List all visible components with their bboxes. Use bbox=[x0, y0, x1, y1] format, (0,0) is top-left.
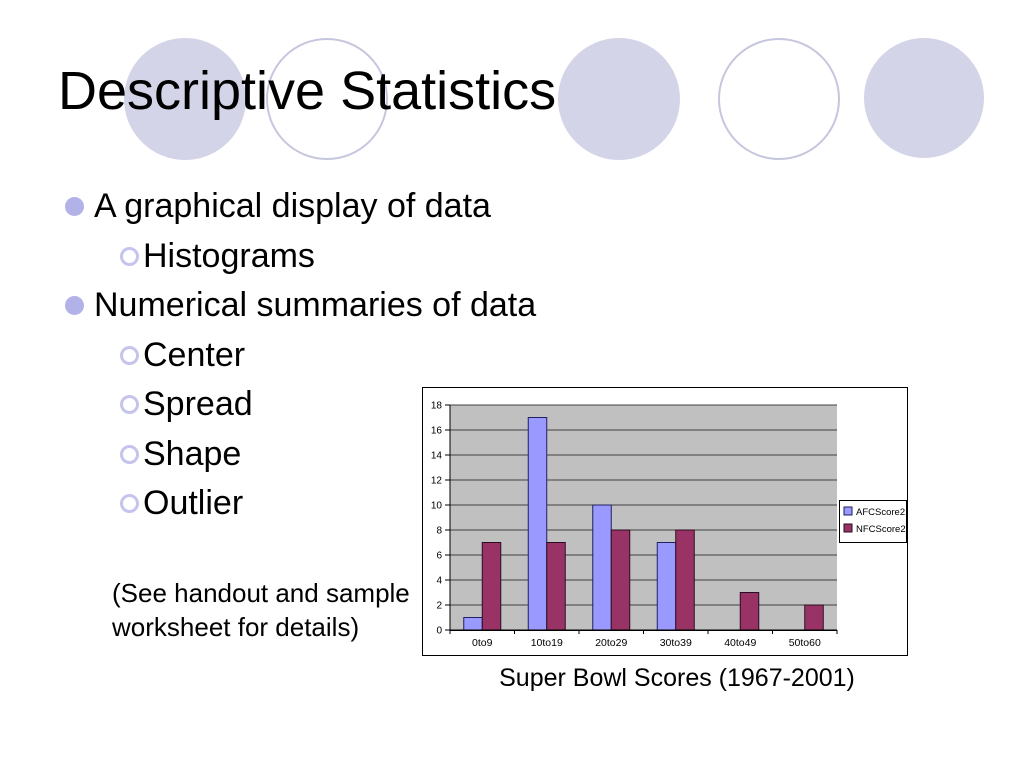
list-item-label: Outlier bbox=[143, 484, 244, 523]
ring-bullet-icon bbox=[120, 246, 139, 266]
list-item-label: Histograms bbox=[143, 236, 315, 275]
y-tick-label: 8 bbox=[436, 526, 442, 537]
bar-chart: 0 2 4 6 8 10 12 14 16 18 0to9 10to19 20to29 30to39 40t… bbox=[422, 387, 908, 656]
list-item-label: Center bbox=[143, 335, 246, 374]
list-item: Spread bbox=[58, 380, 536, 430]
x-tick-label: 20to29 bbox=[595, 637, 627, 649]
filled-bullet-icon bbox=[65, 296, 84, 316]
y-tick-label: 14 bbox=[431, 451, 443, 462]
y-tick-label: 4 bbox=[436, 576, 442, 587]
bar-chart-svg: 0 2 4 6 8 10 12 14 16 18 0to9 10to19 20to29 30to39 40t… bbox=[422, 387, 908, 656]
y-tick-label: 2 bbox=[436, 601, 442, 612]
x-tick-label: 0to9 bbox=[472, 637, 493, 649]
list-item: Shape bbox=[58, 430, 536, 480]
y-tick-label: 0 bbox=[436, 626, 442, 637]
list-item: Center bbox=[58, 331, 536, 381]
x-tick-label: 40to49 bbox=[724, 637, 756, 649]
legend-swatch-AFCScore2 bbox=[843, 506, 853, 516]
y-tick-label: 6 bbox=[436, 551, 442, 562]
legend-swatch-NFCScore2 bbox=[843, 523, 853, 533]
list-item: Numerical summaries of data bbox=[58, 281, 536, 331]
chart-caption: Super Bowl Scores (1967-2001) bbox=[499, 664, 855, 692]
slide-title: Descriptive Statistics bbox=[58, 61, 557, 121]
bar-NFCScore2-20to29 bbox=[610, 529, 631, 631]
bar-AFCScore2-0to9 bbox=[463, 617, 483, 631]
list-item: Outlier bbox=[58, 479, 536, 529]
decorative-circle-outlined-2 bbox=[718, 38, 840, 160]
bullet-list: A graphical display of data Histograms N… bbox=[58, 182, 536, 529]
decorative-circle-outlined-1 bbox=[266, 38, 388, 160]
decorative-circle-filled-1 bbox=[124, 38, 246, 160]
list-item: A graphical display of data bbox=[58, 182, 536, 232]
legend-label: NFCScore2 bbox=[856, 524, 906, 535]
legend-label: AFCScore2 bbox=[856, 507, 905, 518]
bar-AFCScore2-30to39 bbox=[656, 542, 677, 631]
ring-bullet-icon bbox=[120, 494, 139, 514]
bar-NFCScore2-10to19 bbox=[546, 542, 566, 631]
bar-NFCScore2-30to39 bbox=[675, 529, 695, 631]
y-tick-label: 18 bbox=[431, 401, 443, 412]
note-line: worksheet for details) bbox=[112, 612, 360, 642]
bar-AFCScore2-20to29 bbox=[592, 504, 612, 631]
ring-bullet-icon bbox=[120, 444, 139, 464]
y-tick-label: 12 bbox=[431, 476, 443, 487]
note-text: (See handout and sample worksheet for de… bbox=[112, 576, 410, 644]
y-tick-label: 16 bbox=[431, 426, 443, 437]
bar-NFCScore2-40to49 bbox=[739, 592, 760, 631]
y-tick-label: 10 bbox=[431, 501, 443, 512]
ring-bullet-icon bbox=[120, 395, 139, 415]
x-tick-label: 50to60 bbox=[789, 637, 821, 649]
bar-NFCScore2-0to9 bbox=[481, 542, 502, 631]
ring-bullet-icon bbox=[120, 345, 139, 365]
decorative-circle-filled-2 bbox=[558, 38, 680, 160]
note-line: (See handout and sample bbox=[112, 578, 410, 608]
list-item-label: Spread bbox=[143, 385, 253, 424]
list-item-label: A graphical display of data bbox=[94, 187, 491, 226]
plot-area bbox=[450, 405, 837, 630]
x-tick-label: 10to19 bbox=[531, 637, 563, 649]
x-tick-label: 30to39 bbox=[660, 637, 692, 649]
list-item-label: Shape bbox=[143, 434, 242, 473]
list-item-label: Numerical summaries of data bbox=[94, 286, 537, 325]
bar-NFCScore2-50to60 bbox=[804, 604, 824, 631]
list-item: Histograms bbox=[58, 232, 536, 282]
decorative-circle-filled-3 bbox=[864, 38, 984, 158]
filled-bullet-icon bbox=[65, 197, 84, 217]
